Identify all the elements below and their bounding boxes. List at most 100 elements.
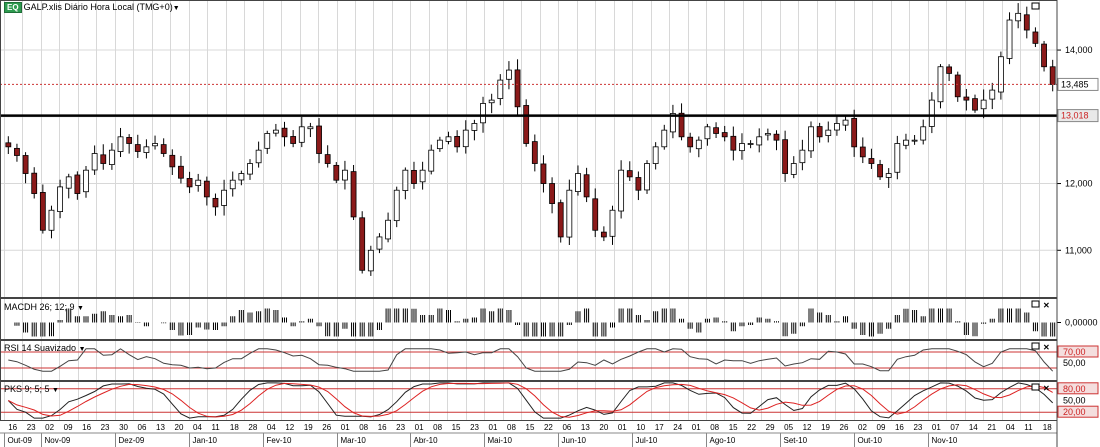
candle bbox=[471, 123, 478, 131]
x-day-label: 16 bbox=[82, 423, 91, 432]
panel-frame bbox=[0, 381, 1058, 421]
candle bbox=[238, 173, 245, 181]
macd-title[interactable]: MACDH 26; 12; 9 ▼ bbox=[4, 302, 84, 312]
candle bbox=[972, 98, 978, 111]
candle bbox=[713, 127, 719, 134]
maximize-icon bbox=[1031, 300, 1040, 308]
candle bbox=[342, 169, 348, 181]
candle bbox=[160, 144, 167, 154]
chevron-down-icon: ▼ bbox=[78, 346, 86, 353]
x-day-label: 02 bbox=[858, 423, 867, 432]
candle bbox=[108, 149, 115, 165]
candle bbox=[626, 170, 633, 178]
candle bbox=[195, 179, 202, 186]
x-day-label: 04 bbox=[267, 423, 276, 432]
x-day-label: 04 bbox=[193, 423, 202, 432]
x-day-label: 05 bbox=[784, 423, 793, 432]
close-icon: ✕ bbox=[1043, 384, 1050, 393]
pks-mid-label: 50,00 bbox=[1063, 396, 1086, 406]
x-day-label: 19 bbox=[821, 423, 830, 432]
x-month-label: Ago-10 bbox=[710, 436, 736, 445]
candle bbox=[316, 125, 322, 154]
candle bbox=[911, 139, 918, 142]
rsi-upper-label: 70,00 bbox=[1063, 347, 1086, 357]
maximize-icon bbox=[1031, 2, 1040, 10]
rsi-line bbox=[8, 348, 1054, 372]
x-day-label: 01 bbox=[618, 423, 627, 432]
candle bbox=[557, 202, 564, 238]
x-day-label: 28 bbox=[248, 423, 257, 432]
candle bbox=[247, 163, 253, 175]
candle bbox=[704, 126, 711, 140]
candle bbox=[1023, 14, 1030, 31]
candle bbox=[678, 112, 685, 138]
candle bbox=[946, 66, 953, 74]
candle bbox=[186, 178, 193, 188]
candle bbox=[514, 69, 521, 108]
candle bbox=[773, 133, 780, 141]
candle bbox=[462, 129, 469, 148]
candle bbox=[868, 158, 875, 164]
candle bbox=[600, 231, 607, 238]
x-month-label: Dez-09 bbox=[119, 436, 145, 445]
candle bbox=[497, 79, 504, 99]
x-day-label: 16 bbox=[8, 423, 17, 432]
candle bbox=[428, 149, 435, 172]
grid bbox=[0, 0, 1057, 420]
candle bbox=[39, 192, 46, 231]
candle bbox=[652, 146, 659, 164]
chevron-down-icon: ▼ bbox=[77, 305, 84, 312]
candle bbox=[436, 139, 443, 150]
x-day-label: 15 bbox=[729, 423, 738, 432]
candle bbox=[877, 164, 883, 178]
candle bbox=[264, 133, 271, 149]
x-day-label: 12 bbox=[285, 423, 294, 432]
candle bbox=[488, 99, 495, 104]
x-day-label: 08 bbox=[359, 423, 368, 432]
x-month-label: Mai-10 bbox=[488, 436, 513, 445]
candle bbox=[1032, 31, 1039, 44]
close-icon: ✕ bbox=[1043, 301, 1050, 310]
x-day-label: 06 bbox=[562, 423, 571, 432]
candle bbox=[31, 172, 38, 194]
candle bbox=[445, 136, 452, 142]
maximize-icon bbox=[1031, 342, 1040, 350]
x-day-label: 01 bbox=[341, 423, 350, 432]
rsi-title[interactable]: RSI 14 Suavizado ▼ bbox=[4, 343, 86, 353]
candle bbox=[57, 186, 64, 213]
pks-title[interactable]: PKS 9; 5; 5 ▼ bbox=[4, 384, 59, 394]
x-day-label: 08 bbox=[433, 423, 442, 432]
chevron-down-icon[interactable]: ▼ bbox=[172, 5, 180, 12]
x-day-label: 24 bbox=[673, 423, 682, 432]
candle bbox=[549, 183, 555, 204]
candle bbox=[212, 197, 219, 208]
x-month-label: Jun-10 bbox=[562, 436, 587, 445]
candle bbox=[480, 103, 486, 124]
candle bbox=[298, 126, 305, 143]
chart-title[interactable]: GALP.xlis Diário Hora Local (TMG+0) bbox=[23, 2, 173, 12]
candle bbox=[324, 154, 331, 164]
x-month-label: Nov-09 bbox=[45, 436, 71, 445]
x-day-label: 08 bbox=[507, 423, 516, 432]
x-day-label: 08 bbox=[710, 423, 719, 432]
candle bbox=[411, 169, 417, 184]
x-day-label: 09 bbox=[64, 423, 73, 432]
instrument-badge: EQ bbox=[4, 2, 22, 13]
candle bbox=[816, 126, 823, 138]
x-day-label: 13 bbox=[156, 423, 165, 432]
support-line-label: 13,018 bbox=[1061, 111, 1089, 121]
x-day-label: 11 bbox=[1024, 423, 1033, 432]
candle bbox=[997, 56, 1004, 93]
candle bbox=[980, 99, 987, 110]
candle bbox=[350, 171, 357, 218]
candle bbox=[825, 129, 832, 136]
candle bbox=[65, 176, 72, 189]
candle bbox=[454, 136, 461, 148]
x-day-label: 01 bbox=[415, 423, 424, 432]
x-day-label: 20 bbox=[175, 423, 184, 432]
x-month-label: Jul-10 bbox=[636, 436, 658, 445]
x-month-label: Set-10 bbox=[784, 436, 808, 445]
candle bbox=[790, 163, 797, 175]
x-day-label: 01 bbox=[489, 423, 498, 432]
